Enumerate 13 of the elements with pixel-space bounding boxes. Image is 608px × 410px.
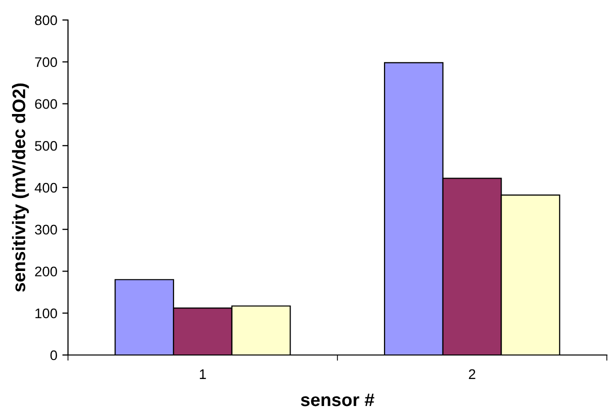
y-axis-title: sensitivity (mV/dec dO2) bbox=[12, 84, 29, 292]
y-tick-label: 800 bbox=[35, 15, 58, 26]
y-tick-label: 300 bbox=[34, 224, 58, 235]
y-tick-label: 100 bbox=[35, 308, 58, 318]
y-tick-label: 0 bbox=[50, 350, 58, 360]
y-tick-label: 700 bbox=[35, 57, 58, 68]
y-tick-label: 500 bbox=[34, 140, 58, 151]
y-tick-label: 200 bbox=[35, 266, 58, 276]
x-axis-title: sensor # bbox=[300, 394, 374, 406]
x-tick-label: 1 bbox=[200, 369, 206, 379]
y-tick-label: 400 bbox=[34, 182, 58, 193]
x-tick-label: 2 bbox=[468, 369, 476, 379]
y-tick-label: 600 bbox=[35, 99, 58, 109]
